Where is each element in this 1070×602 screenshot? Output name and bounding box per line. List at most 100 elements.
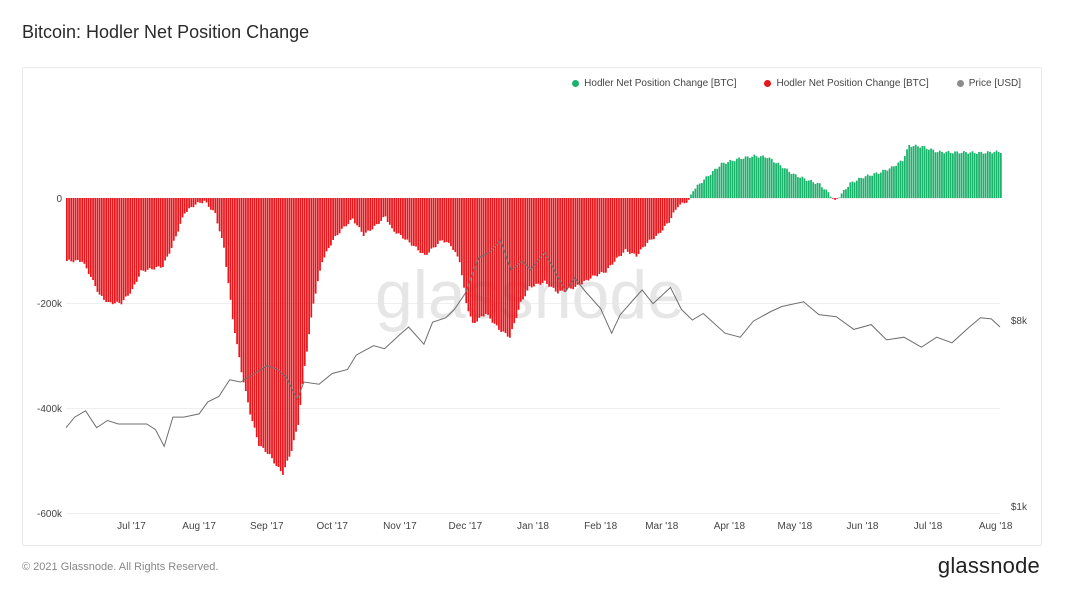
bar — [583, 198, 585, 282]
bar — [181, 198, 184, 218]
bar — [506, 198, 509, 337]
bar — [814, 184, 817, 198]
bar — [882, 169, 884, 198]
bar — [912, 146, 915, 198]
bar — [249, 198, 252, 415]
bar — [382, 198, 385, 218]
bar — [847, 186, 849, 198]
bar — [96, 198, 99, 292]
bar — [947, 150, 950, 198]
bar — [790, 174, 793, 198]
bar — [284, 198, 286, 468]
bar — [565, 198, 568, 291]
brand-logo[interactable]: glassnode — [937, 553, 1040, 578]
bar — [223, 198, 225, 248]
bar — [751, 156, 753, 198]
bar — [469, 198, 472, 317]
bar — [836, 198, 839, 199]
x-tick-label: Jul '17 — [117, 521, 146, 532]
bar — [703, 179, 705, 198]
bar — [515, 198, 518, 318]
bar — [967, 153, 970, 198]
bar — [423, 198, 426, 255]
bar — [114, 198, 116, 304]
bar — [491, 198, 494, 323]
x-tick-label: Jun '18 — [847, 521, 879, 532]
bar — [430, 198, 433, 249]
bar — [932, 149, 935, 198]
bar — [899, 160, 902, 198]
bar — [746, 156, 749, 198]
bar — [196, 198, 199, 203]
legend-item-price[interactable]: Price [USD] — [956, 78, 1021, 89]
bar — [504, 198, 507, 334]
bar — [308, 198, 310, 335]
bar — [454, 198, 457, 253]
bar — [707, 176, 710, 198]
bar — [901, 161, 904, 198]
bar — [941, 151, 943, 198]
bar — [943, 153, 946, 198]
x-tick-label: Mar '18 — [645, 521, 678, 532]
bar — [875, 172, 878, 198]
bar — [120, 198, 123, 305]
bar — [212, 198, 214, 211]
bar — [986, 151, 989, 198]
bar — [131, 198, 134, 289]
bar — [1000, 153, 1002, 198]
bar — [917, 146, 919, 198]
bar — [711, 171, 714, 198]
bar — [456, 198, 459, 257]
bar — [336, 198, 339, 236]
x-tick-label: Aug '18 — [979, 521, 1013, 532]
bar — [292, 198, 295, 441]
bar — [773, 162, 775, 198]
bar — [450, 198, 452, 247]
bar — [129, 198, 132, 294]
bar — [581, 198, 583, 285]
bar — [949, 152, 952, 198]
bar — [76, 198, 79, 260]
bar — [897, 162, 900, 198]
bar — [122, 198, 125, 301]
bar — [218, 198, 221, 232]
bar — [528, 198, 531, 287]
legend-item-negative[interactable]: Hodler Net Position Change [BTC] — [764, 78, 929, 89]
bar — [862, 178, 865, 198]
bar — [674, 198, 677, 210]
bar — [567, 198, 570, 288]
bar — [74, 198, 77, 261]
bar — [140, 198, 142, 271]
legend-item-positive[interactable]: Hodler Net Position Change [BTC] — [572, 78, 736, 89]
bar — [984, 153, 987, 198]
bar — [589, 198, 592, 279]
bar — [207, 198, 210, 207]
bar — [633, 198, 636, 254]
bar — [489, 198, 492, 319]
bar — [495, 198, 498, 326]
bar — [380, 198, 382, 221]
bar — [133, 198, 136, 285]
chart-panel: Hodler Net Position Change [BTC] Hodler … — [22, 67, 1042, 546]
bar — [524, 198, 527, 297]
bar — [260, 198, 262, 447]
bar — [251, 198, 254, 422]
bar — [332, 198, 334, 240]
bar — [570, 198, 572, 289]
bar — [343, 198, 345, 227]
y-axis-right: $8k $1k — [1011, 316, 1028, 513]
bar — [266, 198, 269, 454]
bar — [111, 198, 114, 305]
bar — [367, 198, 369, 231]
bar — [635, 198, 638, 257]
bar — [447, 198, 450, 243]
bar — [816, 182, 819, 198]
bar — [927, 149, 930, 198]
bar — [240, 198, 243, 373]
bar — [766, 158, 769, 198]
bar — [164, 198, 166, 261]
bar — [770, 159, 773, 198]
bar — [384, 198, 387, 217]
chart-title: Bitcoin: Hodler Net Position Change — [22, 22, 310, 42]
bar — [458, 198, 461, 263]
